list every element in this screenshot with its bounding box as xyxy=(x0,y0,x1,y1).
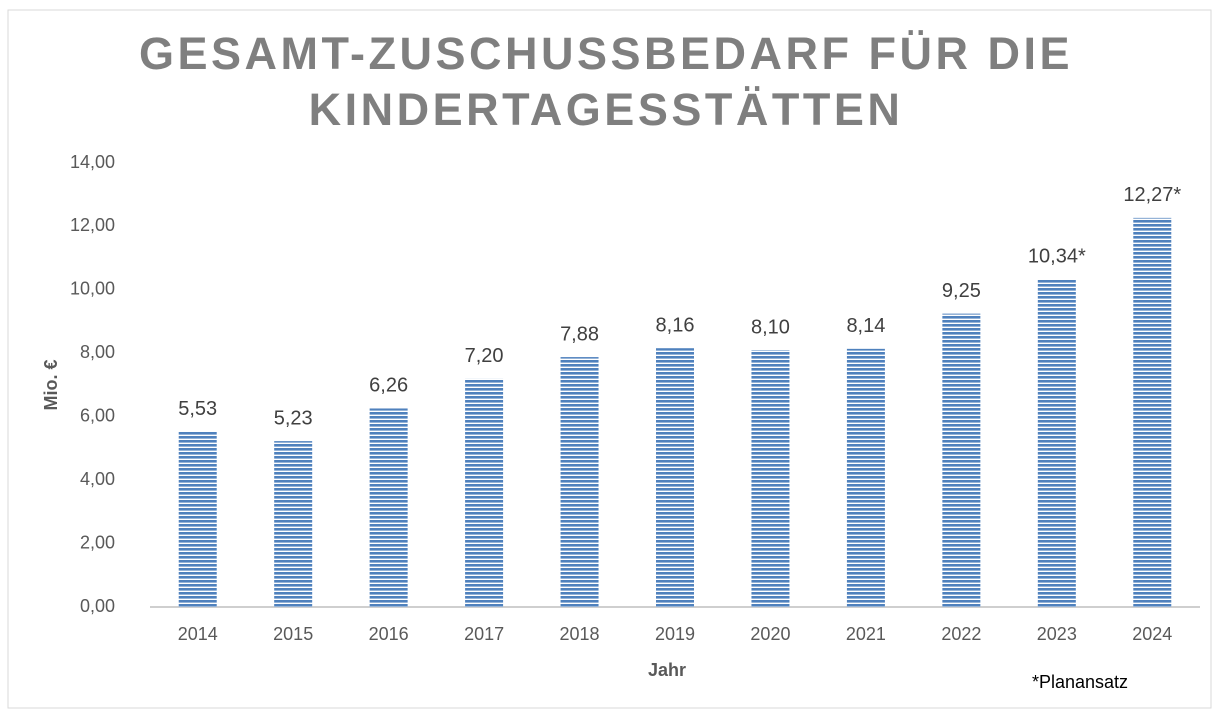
y-tick-label: 6,00 xyxy=(80,405,115,425)
x-tick-label: 2018 xyxy=(560,624,600,644)
data-label: 10,34* xyxy=(1028,245,1086,267)
bar xyxy=(1133,217,1172,607)
bar xyxy=(751,350,790,607)
frame xyxy=(7,9,1212,709)
x-tick-label: 2019 xyxy=(655,624,695,644)
data-label: 9,25 xyxy=(942,280,981,302)
y-tick-label: 4,00 xyxy=(80,469,115,489)
data-label: 7,88 xyxy=(560,323,599,345)
x-tick-label: 2017 xyxy=(464,624,504,644)
data-label: 8,10 xyxy=(751,316,790,338)
x-tick-label: 2020 xyxy=(750,624,790,644)
bar xyxy=(178,431,217,607)
data-label: 5,23 xyxy=(274,407,313,429)
bar xyxy=(846,348,885,607)
y-tick-label: 12,00 xyxy=(70,215,115,235)
data-label: 6,26 xyxy=(369,375,408,397)
bar xyxy=(1037,279,1076,607)
bar xyxy=(560,357,599,607)
x-tick-label: 2015 xyxy=(273,624,313,644)
bar xyxy=(465,378,504,607)
data-label: 7,20 xyxy=(465,345,504,367)
y-tick-label: 14,00 xyxy=(70,152,115,172)
bar xyxy=(369,408,408,607)
bar xyxy=(942,313,981,607)
annotation: *Planansatz xyxy=(1032,672,1128,692)
data-label: 12,27* xyxy=(1123,184,1181,206)
x-tick-label: 2022 xyxy=(941,624,981,644)
data-label: 5,53 xyxy=(178,398,217,420)
x-tick-label: 2024 xyxy=(1132,624,1172,644)
x-tick-label: 2021 xyxy=(846,624,886,644)
data-label: 8,16 xyxy=(656,314,695,336)
x-axis-label: Jahr xyxy=(648,660,686,680)
y-tick-label: 0,00 xyxy=(80,596,115,616)
y-tick-label: 8,00 xyxy=(80,342,115,362)
y-tick-label: 10,00 xyxy=(70,279,115,299)
data-label: 8,14 xyxy=(846,315,885,337)
x-tick-label: 2014 xyxy=(178,624,218,644)
bar xyxy=(656,348,694,607)
bar xyxy=(274,441,313,607)
chart-title: GESAMT-ZUSCHUSSBEDARF FÜR DIE KINDERTAGE… xyxy=(138,28,1074,135)
x-tick-label: 2023 xyxy=(1037,624,1077,644)
x-tick-label: 2016 xyxy=(369,624,409,644)
y-tick-label: 2,00 xyxy=(80,532,115,552)
y-axis-label: Mio. € xyxy=(41,359,61,410)
